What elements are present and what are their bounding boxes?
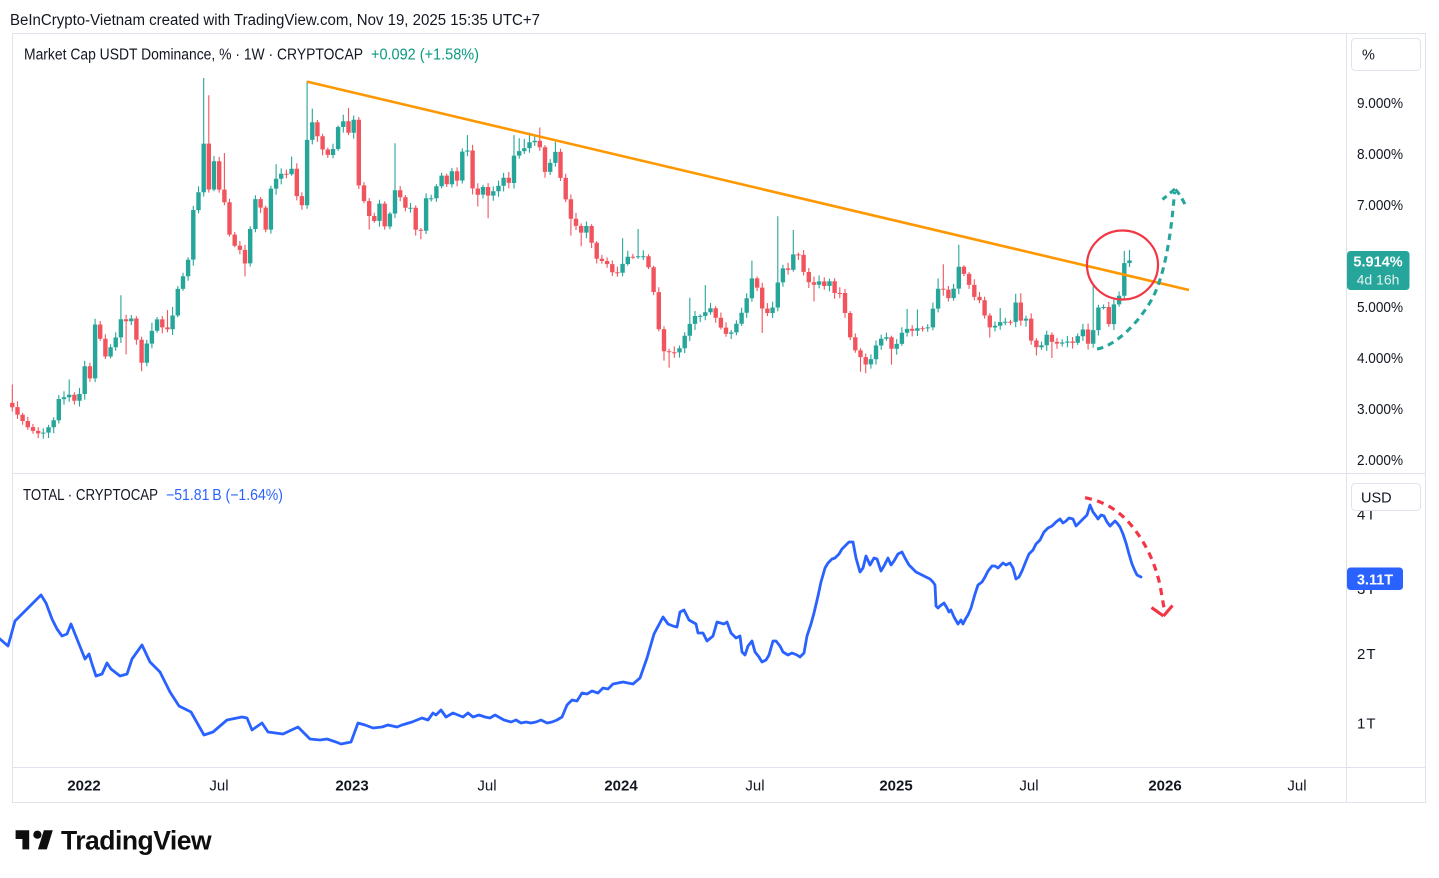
- svg-text:7.000%: 7.000%: [1357, 197, 1403, 214]
- svg-text:TradingView: TradingView: [61, 826, 212, 856]
- svg-text:2.000%: 2.000%: [1357, 452, 1403, 469]
- svg-text:Jul: Jul: [209, 778, 228, 795]
- svg-text:Jul: Jul: [1287, 778, 1306, 795]
- svg-text:3.11T: 3.11T: [1357, 573, 1393, 589]
- svg-text:3.000%: 3.000%: [1357, 401, 1403, 418]
- svg-text:4d 16h: 4d 16h: [1357, 272, 1400, 288]
- svg-text:2025: 2025: [879, 778, 912, 795]
- svg-text:2026: 2026: [1148, 778, 1181, 795]
- svg-text:%: %: [1362, 48, 1375, 64]
- svg-text:TOTAL · CRYPTOCAP: TOTAL · CRYPTOCAP: [23, 487, 158, 504]
- svg-text:−51.81 B (−1.64%): −51.81 B (−1.64%): [166, 487, 283, 504]
- svg-text:8.000%: 8.000%: [1357, 146, 1403, 163]
- svg-text:Jul: Jul: [477, 778, 496, 795]
- svg-text:1T: 1T: [1357, 716, 1377, 733]
- svg-text:Jul: Jul: [1019, 778, 1038, 795]
- svg-text:+0.092 (+1.58%): +0.092 (+1.58%): [371, 47, 479, 64]
- svg-text:2T: 2T: [1357, 646, 1377, 663]
- svg-text:2022: 2022: [67, 778, 100, 795]
- svg-text:USD: USD: [1361, 491, 1392, 507]
- svg-text:9.000%: 9.000%: [1357, 95, 1403, 112]
- svg-text:2024: 2024: [604, 778, 638, 795]
- svg-text:Market Cap USDT Dominance, % ·: Market Cap USDT Dominance, % · 1W · CRYP…: [24, 47, 363, 64]
- svg-text:5.000%: 5.000%: [1357, 299, 1403, 316]
- svg-text:BeInCrypto-Vietnam created wit: BeInCrypto-Vietnam created with TradingV…: [10, 12, 540, 29]
- svg-text:5.914%: 5.914%: [1353, 255, 1402, 271]
- svg-text:4.000%: 4.000%: [1357, 350, 1403, 367]
- svg-text:Jul: Jul: [745, 778, 764, 795]
- svg-text:2023: 2023: [335, 778, 368, 795]
